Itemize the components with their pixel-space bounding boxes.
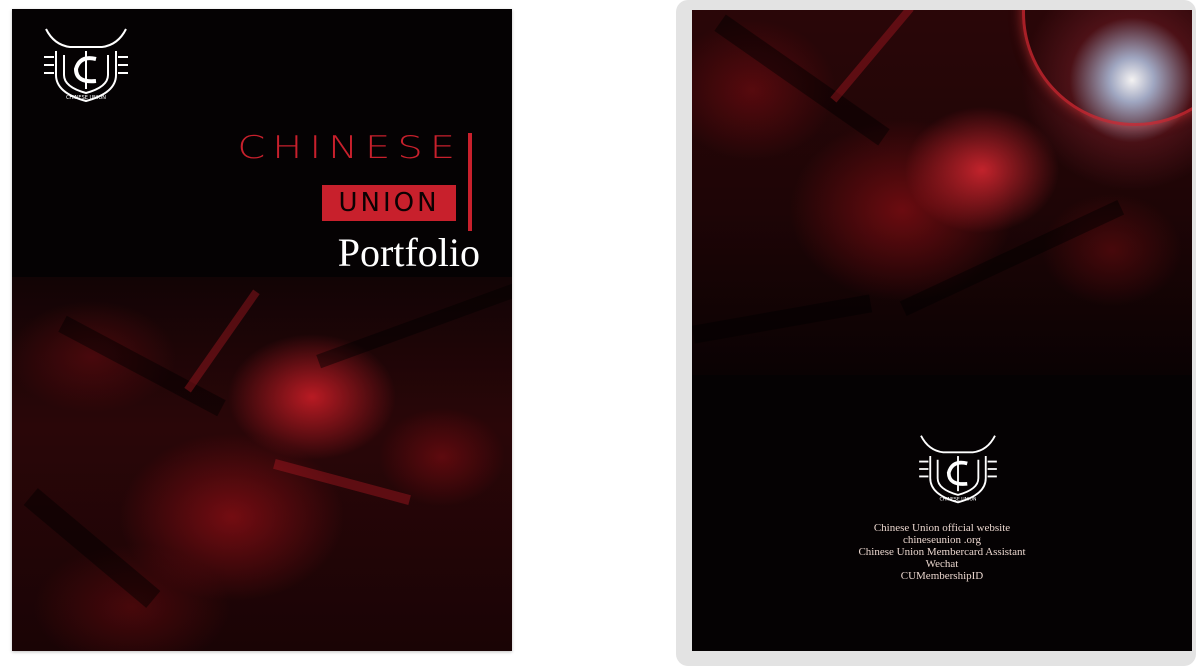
front-cover: CHINESE UNION CHINESE UNION Portfolio bbox=[12, 9, 512, 651]
chinese-union-logo-icon: CHINESE UNION bbox=[44, 28, 128, 103]
red-polygon-texture bbox=[12, 277, 512, 651]
title-portfolio: Portfolio bbox=[337, 230, 480, 275]
back-cover: CHINESE UNION Chinese Union official web… bbox=[692, 10, 1192, 651]
info-line-wechat: Wechat bbox=[925, 558, 959, 570]
title-chinese: CHINESE bbox=[237, 130, 462, 166]
logo-text: CHINESE UNION bbox=[66, 95, 106, 101]
logo-text: CHINESE UNION bbox=[940, 496, 977, 502]
contact-info: Chinese Union official website chineseun… bbox=[692, 522, 1192, 582]
info-line-membership-id: CUMembershipID bbox=[900, 570, 984, 582]
title-union: UNION bbox=[338, 188, 440, 218]
title-union-box: UNION bbox=[322, 185, 456, 221]
chinese-union-logo-icon: CHINESE UNION bbox=[919, 435, 997, 504]
info-line-website-label: Chinese Union official website bbox=[873, 522, 1011, 534]
info-line-membercard-label: Chinese Union Membercard Assistant bbox=[858, 546, 1026, 558]
title-accent-bar bbox=[468, 133, 472, 231]
info-line-website-url: chineseunion .org bbox=[902, 534, 981, 546]
